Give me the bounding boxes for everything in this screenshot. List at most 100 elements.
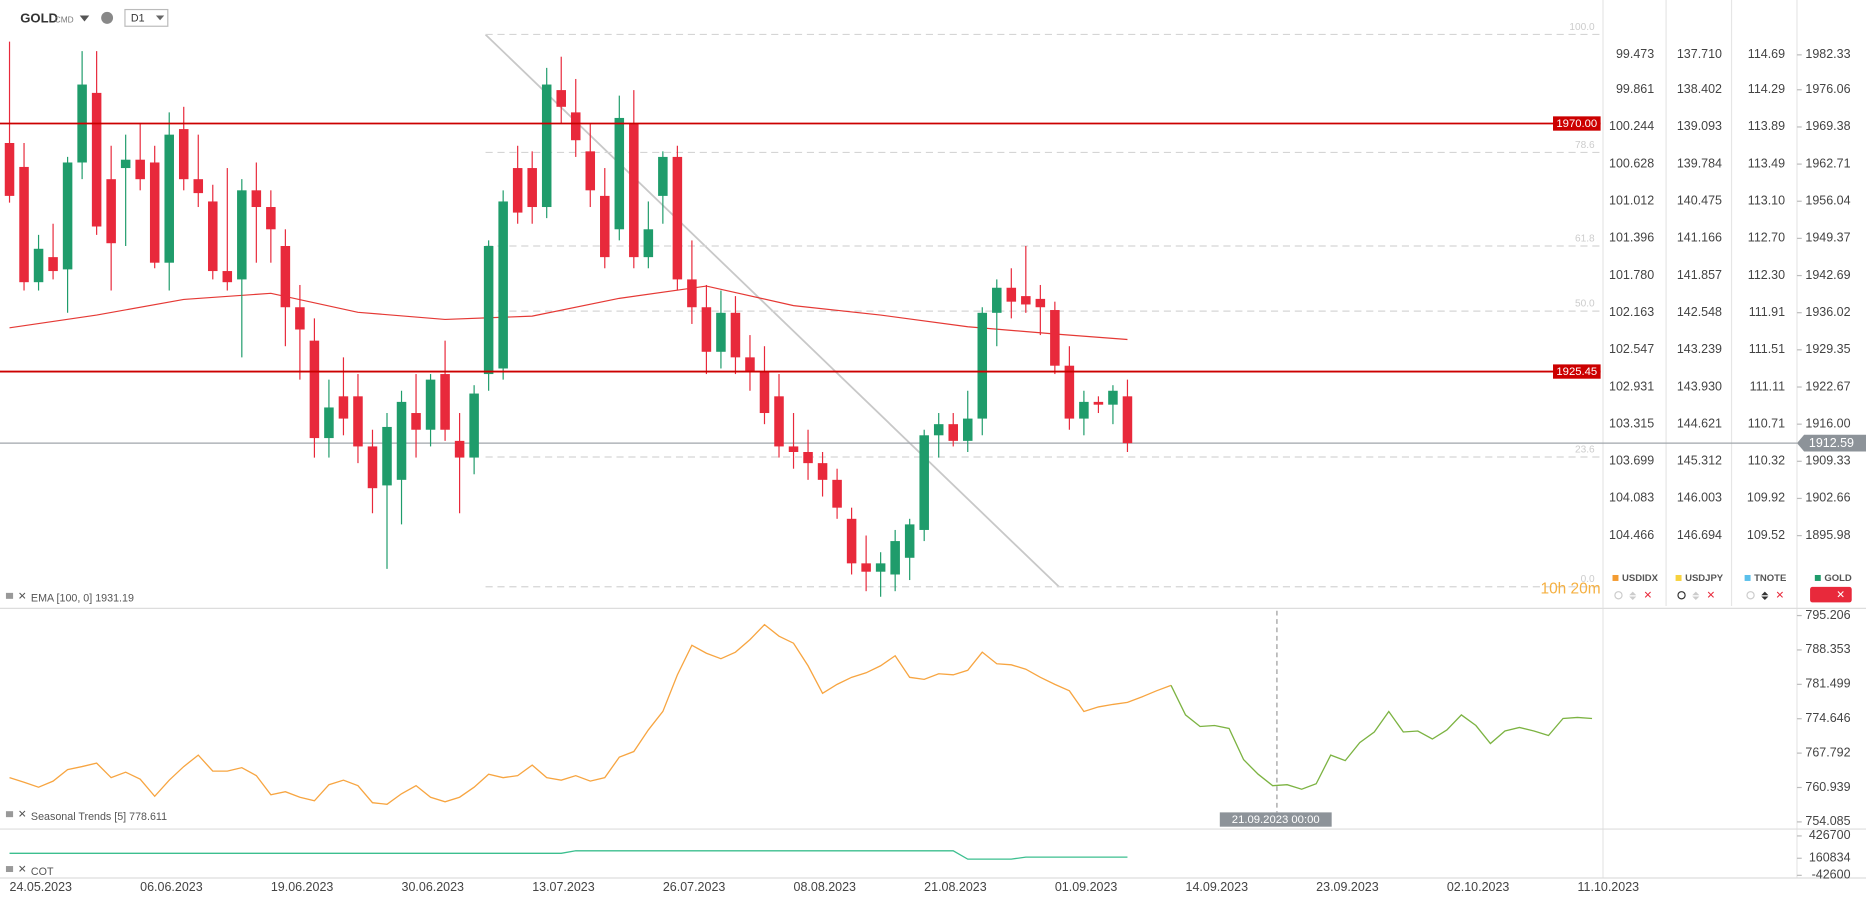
candle-body [1108, 390, 1118, 405]
fib-label: 23.6 [1575, 445, 1595, 456]
y-tick-label: 110.32 [1748, 454, 1785, 468]
candle-body [1021, 296, 1031, 305]
visibility-icon[interactable] [1746, 591, 1755, 600]
dropdown-caret[interactable] [79, 15, 90, 22]
y-tick-label: 1969.38 [1805, 119, 1850, 133]
y-tick-label: 99.473 [1616, 47, 1654, 61]
crosshair-label: 21.09.2023 00:00 [1232, 814, 1320, 826]
y-tick-label: 103.315 [1609, 416, 1654, 430]
candle-body [135, 159, 145, 180]
y-tick-label: 104.083 [1609, 491, 1654, 505]
menu-icon[interactable] [5, 866, 14, 873]
y-tick-label: 143.930 [1677, 379, 1722, 393]
y-tick-label: 139.784 [1677, 156, 1722, 170]
crosshair-box [1219, 812, 1332, 827]
order-icon[interactable] [1629, 591, 1637, 601]
y-tick-label: 140.475 [1677, 194, 1722, 208]
y-tick-label: 112.30 [1748, 268, 1785, 282]
y-tick-label: 774.646 [1805, 711, 1850, 725]
fib-label: 61.8 [1575, 234, 1595, 245]
fib-label: 50.0 [1575, 299, 1595, 310]
close-icon[interactable]: ✕ [18, 863, 27, 875]
menu-icon[interactable] [5, 592, 14, 599]
remove-icon[interactable]: ✕ [1643, 590, 1652, 602]
last-price-label: 1912.59 [1809, 436, 1854, 450]
fib-label: 100.0 [1569, 22, 1595, 33]
candle-body [861, 563, 871, 572]
candle-body [178, 129, 189, 180]
remove-icon[interactable]: ✕ [1707, 590, 1716, 602]
y-tick-label: 145.312 [1677, 454, 1722, 468]
indicator-label: EMA [100, 0] 1931.19 [31, 593, 134, 605]
last-price-box [1796, 434, 1866, 452]
candle-body [933, 424, 944, 436]
y-tick-label: 788.353 [1805, 642, 1850, 656]
y-tick-label: 1902.66 [1805, 491, 1850, 505]
order-icon[interactable] [1692, 591, 1700, 601]
candle-body [193, 179, 204, 194]
candle-body [1050, 310, 1060, 366]
symbol-type: CMD [55, 14, 74, 24]
candle-body [716, 312, 726, 352]
legend-swatch [1814, 574, 1821, 581]
x-tick-label: 26.07.2023 [663, 880, 726, 894]
x-tick-label: 30.06.2023 [402, 880, 465, 894]
candle-body [992, 287, 1002, 313]
indicator-label: Seasonal Trends [5] 778.611 [31, 811, 167, 823]
y-tick-label: 143.239 [1677, 342, 1722, 356]
y-tick-label: 795.206 [1805, 608, 1850, 622]
candle-body [846, 518, 857, 564]
visibility-icon[interactable] [1614, 591, 1623, 600]
candle-body [904, 524, 915, 558]
candle-body [1035, 298, 1046, 308]
select-caret [155, 15, 165, 21]
menu-icon[interactable] [5, 811, 14, 818]
y-tick-label: 1936.02 [1805, 305, 1850, 319]
candle-body [817, 463, 828, 480]
candle-body [745, 357, 755, 372]
candle-body [512, 168, 523, 213]
y-tick-label: 111.51 [1749, 342, 1785, 356]
y-tick-label: 100.628 [1609, 156, 1654, 170]
close-icon[interactable]: ✕ [18, 809, 27, 821]
y-tick-label: 781.499 [1805, 677, 1850, 691]
price-level-box [1553, 364, 1601, 379]
y-tick-label: 160834 [1809, 851, 1851, 865]
info-icon[interactable] [101, 11, 114, 24]
candle-body [295, 307, 305, 330]
legend-label: GOLD [1824, 573, 1852, 584]
candle-body [280, 245, 291, 308]
candle-body [614, 117, 625, 230]
candle-body [875, 563, 886, 572]
remove-icon[interactable]: ✕ [1836, 589, 1845, 601]
remove-icon[interactable]: ✕ [1776, 590, 1785, 602]
price-level-label: 1970.00 [1556, 118, 1597, 130]
candle-body [309, 340, 320, 439]
active-button[interactable] [1810, 586, 1852, 603]
y-tick-label: -42600 [1812, 868, 1851, 882]
candle-body [658, 156, 668, 196]
legend-label: USDJPY [1685, 573, 1724, 584]
y-tick-label: 111.11 [1750, 379, 1785, 393]
y-tick-label: 146.003 [1677, 491, 1722, 505]
candle-body [208, 201, 218, 272]
timeframe-select[interactable] [124, 8, 169, 27]
y-tick-label: 101.780 [1609, 268, 1654, 282]
legend-label: USDIDX [1622, 573, 1659, 584]
seasonal-line [9, 623, 1172, 805]
y-tick-label: 754.085 [1805, 814, 1850, 828]
candle-body [1079, 401, 1089, 419]
candle-body [396, 401, 407, 480]
candle-body [948, 424, 958, 441]
close-icon[interactable]: ✕ [18, 590, 27, 602]
candle-body [454, 440, 465, 458]
candle-body [600, 195, 610, 258]
candle-body [149, 162, 160, 263]
y-tick-label: 142.548 [1677, 305, 1722, 319]
visibility-icon[interactable] [1677, 591, 1686, 600]
y-tick-label: 139.093 [1677, 119, 1722, 133]
candle-body [411, 413, 421, 430]
order-icon[interactable] [1761, 591, 1769, 601]
fib-label: 0.0 [1581, 574, 1595, 585]
